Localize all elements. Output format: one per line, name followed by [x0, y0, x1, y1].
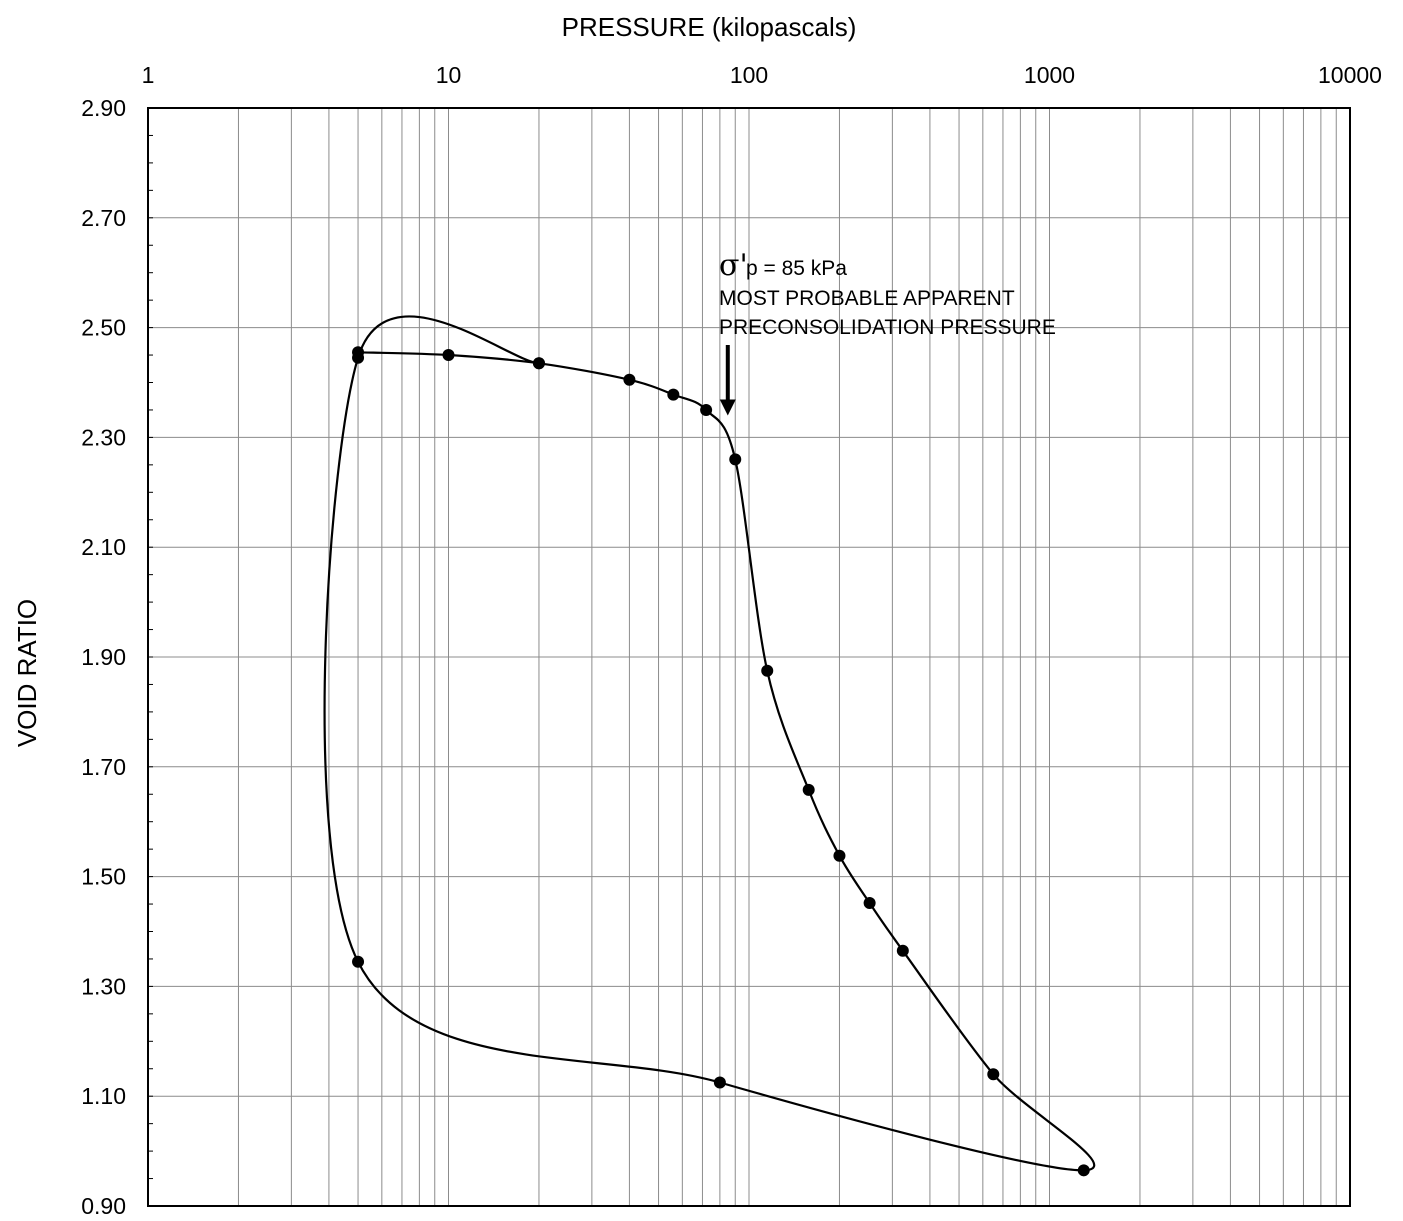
data-point — [863, 896, 876, 909]
y-tick-label: 1.50 — [81, 864, 126, 890]
sigma-symbol: σ' — [719, 248, 748, 283]
y-tick-label: 2.50 — [81, 315, 126, 341]
y-tick-label: 2.10 — [81, 534, 126, 560]
data-point — [761, 664, 774, 677]
y-tick-label: 2.90 — [81, 95, 126, 121]
x-tick-labels: 1 10 100 1000 10000 — [142, 62, 1382, 88]
data-point — [713, 1076, 726, 1089]
data-point — [532, 357, 545, 370]
data-point — [1077, 1164, 1090, 1177]
x-tick-label: 100 — [730, 62, 768, 88]
series-line — [323, 315, 1095, 1172]
x-tick-label: 1000 — [1024, 62, 1075, 88]
x-tick-label: 10 — [436, 62, 462, 88]
x-tick-label: 10000 — [1318, 62, 1382, 88]
data-point — [729, 453, 742, 466]
preconsolidation-annotation: σ' p = 85 kPa MOST PROBABLE APPARENT PRE… — [719, 248, 1056, 416]
data-point — [802, 783, 815, 796]
plot-frame — [147, 107, 1351, 1207]
data-point — [700, 403, 713, 416]
preconsolidation-value: p = 85 kPa — [746, 257, 847, 280]
y-tick-label: 2.30 — [81, 424, 126, 450]
y-tick-label: 1.70 — [81, 754, 126, 780]
y-tick-label: 0.90 — [81, 1193, 126, 1219]
y-tick-label: 2.70 — [81, 205, 126, 231]
grid-lines — [148, 107, 1350, 1207]
data-point — [667, 388, 680, 401]
data-point — [352, 955, 365, 968]
data-point — [442, 349, 455, 362]
series-layer — [323, 315, 1095, 1177]
y-tick-label: 1.30 — [81, 973, 126, 999]
y-tick-label: 1.90 — [81, 644, 126, 670]
data-point — [987, 1068, 1000, 1081]
annotation-line-1: MOST PROBABLE APPARENT — [719, 287, 1015, 310]
data-point — [896, 944, 909, 957]
y-axis-title: VOID RATIO — [12, 599, 42, 747]
annotation-line-2: PRECONSOLIDATION PRESSURE — [719, 316, 1056, 339]
y-tick-label: 1.10 — [81, 1083, 126, 1109]
data-point — [623, 373, 636, 386]
data-point — [352, 351, 365, 364]
data-point — [833, 849, 846, 862]
x-axis-title: PRESSURE (kilopascals) — [562, 12, 857, 42]
x-tick-label: 1 — [142, 62, 155, 88]
y-tick-labels: 2.90 2.70 2.50 2.30 2.10 1.90 1.70 1.50 1.30 1.10… — [81, 95, 126, 1219]
annotation-arrow-head — [719, 399, 736, 416]
